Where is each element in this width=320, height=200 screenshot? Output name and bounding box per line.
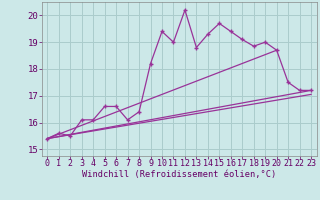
X-axis label: Windchill (Refroidissement éolien,°C): Windchill (Refroidissement éolien,°C) [82,170,276,179]
